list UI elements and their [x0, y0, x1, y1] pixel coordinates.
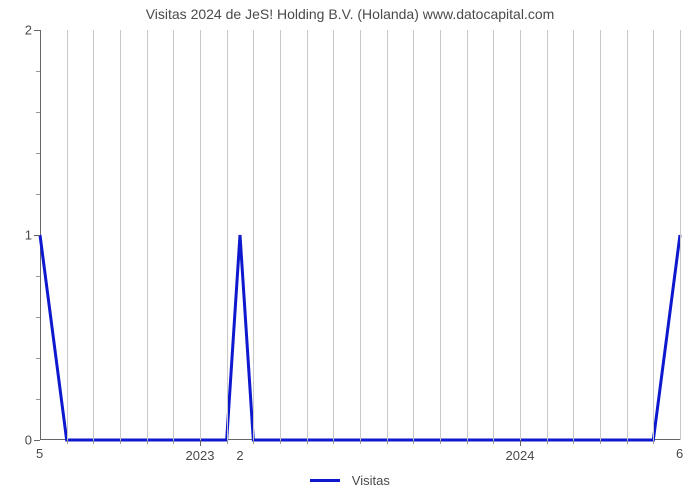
grid-line [147, 30, 148, 440]
y-minor-tick [36, 317, 40, 318]
x-minor-tick [253, 440, 254, 444]
grid-line [387, 30, 388, 440]
x-tick [200, 440, 201, 446]
legend-label: Visitas [352, 473, 390, 488]
grid-line [547, 30, 548, 440]
grid-line [600, 30, 601, 440]
y-minor-tick [36, 112, 40, 113]
grid-line [280, 30, 281, 440]
y-minor-tick [36, 358, 40, 359]
grid-line [467, 30, 468, 440]
x-minor-tick [467, 440, 468, 444]
x-minor-tick [387, 440, 388, 444]
x-minor-tick [360, 440, 361, 444]
grid-line [680, 30, 681, 440]
chart-title: Visitas 2024 de JeS! Holding B.V. (Holan… [0, 6, 700, 22]
y-minor-tick [36, 194, 40, 195]
x-tick [520, 440, 521, 446]
grid-line [413, 30, 414, 440]
grid-line [253, 30, 254, 440]
grid-line [333, 30, 334, 440]
x-minor-tick [547, 440, 548, 444]
y-tick-label: 1 [25, 228, 32, 243]
x-special-label: 2 [236, 448, 243, 463]
grid-line [653, 30, 654, 440]
x-minor-tick [413, 440, 414, 444]
y-minor-tick [36, 399, 40, 400]
legend: Visitas [0, 472, 700, 488]
x-minor-tick [600, 440, 601, 444]
x-minor-tick [227, 440, 228, 444]
plot-area: 01220232024256 [40, 30, 680, 440]
x-minor-tick [67, 440, 68, 444]
grid-line [93, 30, 94, 440]
y-tick [34, 235, 40, 236]
grid-line [440, 30, 441, 440]
x-minor-tick [280, 440, 281, 444]
x-minor-tick [147, 440, 148, 444]
visits-chart: Visitas 2024 de JeS! Holding B.V. (Holan… [0, 0, 700, 500]
x-left-corner-label: 5 [36, 446, 43, 461]
x-minor-tick [573, 440, 574, 444]
x-minor-tick [307, 440, 308, 444]
x-minor-tick [627, 440, 628, 444]
y-tick-label: 0 [25, 433, 32, 448]
y-tick [34, 30, 40, 31]
y-minor-tick [36, 153, 40, 154]
grid-line [520, 30, 521, 440]
x-tick-label: 2023 [186, 448, 215, 463]
y-minor-tick [36, 276, 40, 277]
x-minor-tick [493, 440, 494, 444]
grid-line [200, 30, 201, 440]
x-minor-tick [440, 440, 441, 444]
grid-line [307, 30, 308, 440]
grid-line [360, 30, 361, 440]
grid-line [120, 30, 121, 440]
grid-line [173, 30, 174, 440]
x-right-corner-label: 6 [676, 446, 683, 461]
x-minor-tick [120, 440, 121, 444]
x-minor-tick [653, 440, 654, 444]
x-minor-tick [173, 440, 174, 444]
grid-line [573, 30, 574, 440]
grid-line [627, 30, 628, 440]
x-minor-tick [333, 440, 334, 444]
y-tick [34, 440, 40, 441]
y-minor-tick [36, 71, 40, 72]
grid-line [67, 30, 68, 440]
x-tick-label: 2024 [506, 448, 535, 463]
x-minor-tick [93, 440, 94, 444]
legend-swatch [310, 479, 340, 482]
grid-line [227, 30, 228, 440]
y-tick-label: 2 [25, 23, 32, 38]
grid-line [493, 30, 494, 440]
